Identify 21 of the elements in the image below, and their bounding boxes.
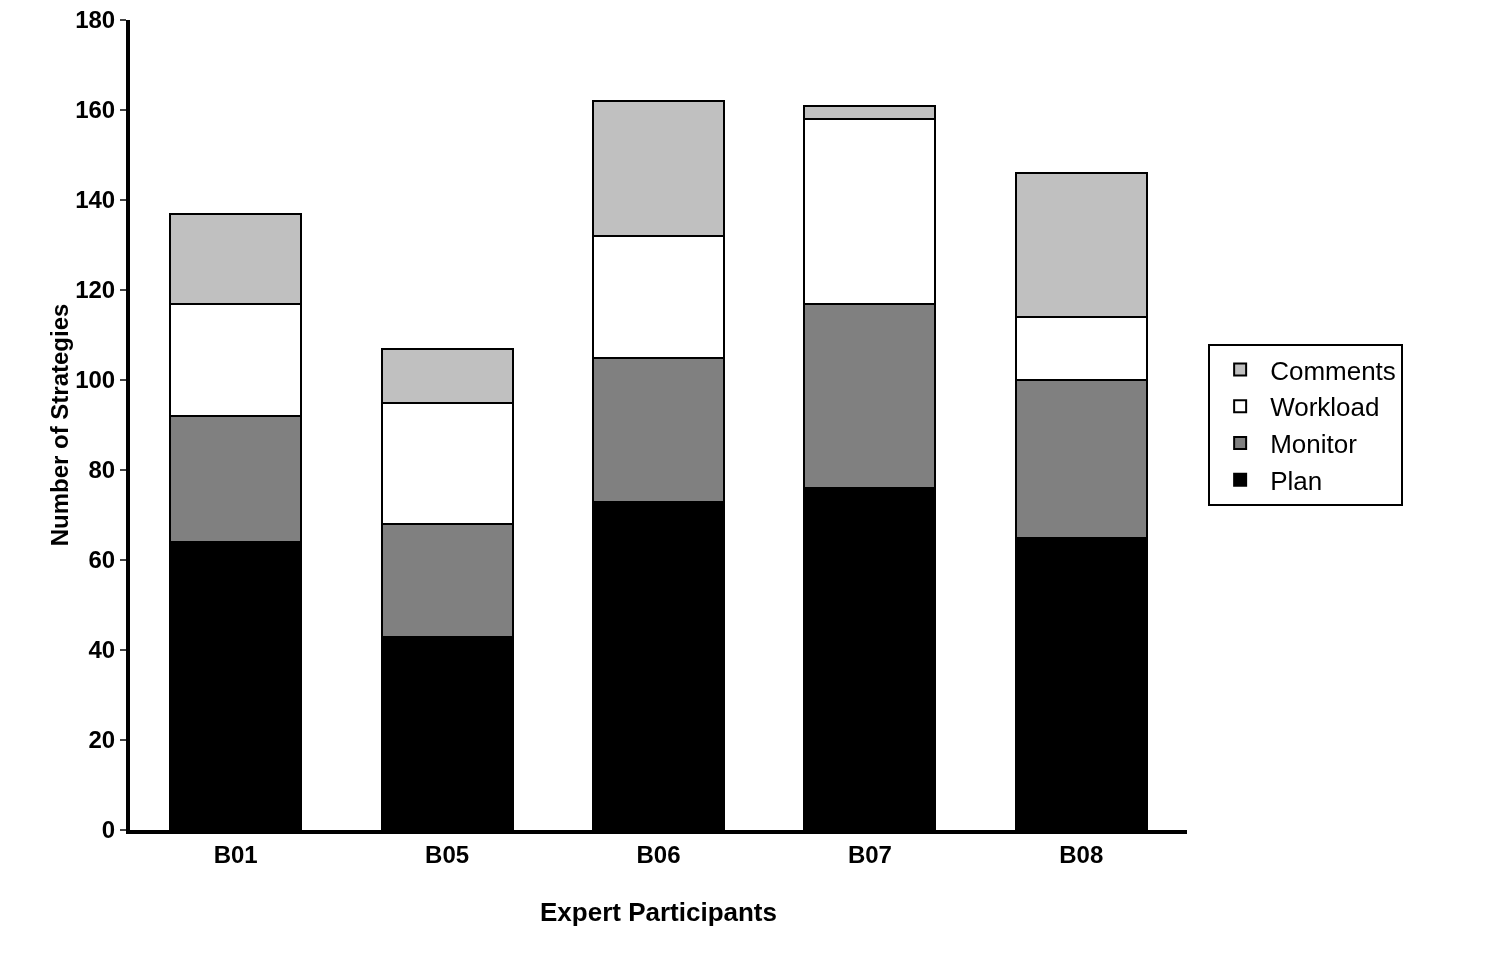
x-tick-label: B05 xyxy=(425,840,470,868)
y-tick-label: 80 xyxy=(88,456,116,484)
x-tick-label: B07 xyxy=(847,840,892,868)
x-tick-label: B08 xyxy=(1059,840,1104,868)
y-tick-label: 20 xyxy=(88,726,116,754)
legend-label: Monitor xyxy=(1270,429,1358,460)
legend-label: Comments xyxy=(1270,355,1396,386)
legend-label: Workload xyxy=(1270,392,1380,423)
y-tick-label: 40 xyxy=(88,636,116,664)
x-axis-title: Expert Participants xyxy=(540,897,777,927)
legend-label: Plan xyxy=(1270,465,1323,496)
y-tick-label: 140 xyxy=(75,186,116,214)
x-tick-label: B06 xyxy=(636,840,681,868)
y-tick-label: 0 xyxy=(101,816,116,844)
y-tick-label: 120 xyxy=(75,276,116,304)
y-tick-label: 100 xyxy=(75,366,116,394)
y-axis-title: Number of Strategies xyxy=(46,303,74,547)
y-tick-label: 160 xyxy=(75,96,116,124)
y-tick-label: 60 xyxy=(88,546,116,574)
y-tick-label: 180 xyxy=(75,6,116,34)
x-tick-label: B01 xyxy=(213,840,258,868)
